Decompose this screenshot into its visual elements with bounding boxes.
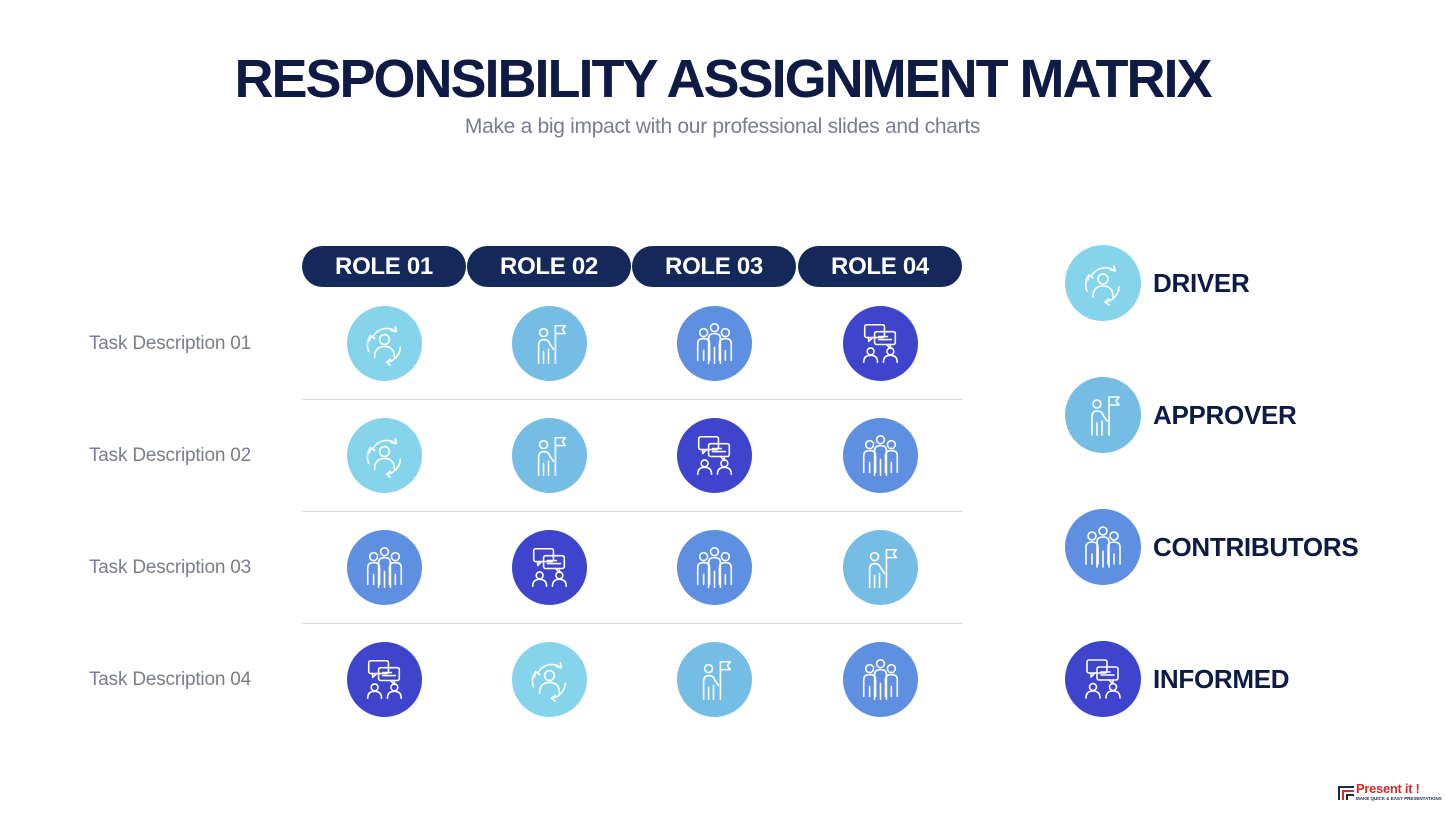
group-icon: [346, 529, 422, 605]
group-icon: [1065, 509, 1141, 585]
matrix-cell-approver: [842, 529, 918, 605]
task-label-3: Task Description 03: [89, 557, 251, 578]
task-label-4: Task Description 04: [89, 669, 251, 690]
matrix-cell-informed: [842, 305, 918, 381]
role-header-1: ROLE 01: [302, 246, 466, 287]
person-cycle-icon: [346, 417, 422, 493]
matrix-cell-driver: [346, 417, 422, 493]
person-cycle-icon: [346, 305, 422, 381]
role-header-4: ROLE 04: [798, 246, 962, 287]
brand-logo: Present it ! MAKE QUICK & EASY PRESENTAT…: [1338, 781, 1442, 805]
legend-label-approver: APPROVER: [1153, 400, 1297, 430]
page-title: RESPONSIBILITY ASSIGNMENT MATRIX: [234, 49, 1212, 109]
task-label-1: Task Description 01: [89, 333, 251, 354]
matrix-cell-contributors: [676, 305, 752, 381]
chat-people-icon: [676, 417, 752, 493]
row-divider: [302, 399, 963, 400]
legend-label-contributors: CONTRIBUTORS: [1153, 532, 1359, 562]
legend-icon-informed: [1065, 641, 1141, 717]
matrix-cell-contributors: [346, 529, 422, 605]
matrix-cell-contributors: [842, 417, 918, 493]
matrix-cell-approver: [511, 305, 587, 381]
legend-label-informed: INFORMED: [1153, 664, 1290, 694]
matrix-cell-approver: [511, 417, 587, 493]
person-flag-icon: [676, 641, 752, 717]
person-cycle-icon: [1065, 245, 1141, 321]
matrix-cell-contributors: [842, 641, 918, 717]
person-flag-icon: [842, 529, 918, 605]
matrix-cell-informed: [676, 417, 752, 493]
chat-people-icon: [346, 641, 422, 717]
matrix-cell-driver: [346, 305, 422, 381]
person-cycle-icon: [511, 641, 587, 717]
legend-icon-driver: [1065, 245, 1141, 321]
group-icon: [842, 417, 918, 493]
matrix-cell-informed: [511, 529, 587, 605]
legend-icon-contributors: [1065, 509, 1141, 585]
chat-people-icon: [842, 305, 918, 381]
group-icon: [676, 305, 752, 381]
chat-people-icon: [1065, 641, 1141, 717]
row-divider: [302, 623, 963, 624]
role-header-3: ROLE 03: [632, 246, 796, 287]
row-divider: [302, 511, 963, 512]
matrix-cell-driver: [511, 641, 587, 717]
page-subtitle: Make a big impact with our professional …: [464, 115, 981, 138]
person-flag-icon: [511, 305, 587, 381]
brand-name: Present it !: [1356, 781, 1420, 796]
group-icon: [676, 529, 752, 605]
matrix-cell-approver: [676, 641, 752, 717]
legend-icon-approver: [1065, 377, 1141, 453]
group-icon: [842, 641, 918, 717]
chat-people-icon: [511, 529, 587, 605]
person-flag-icon: [1065, 377, 1141, 453]
matrix-cell-contributors: [676, 529, 752, 605]
legend-label-driver: DRIVER: [1153, 268, 1250, 298]
logo-icon: [1338, 786, 1354, 800]
person-flag-icon: [511, 417, 587, 493]
brand-tagline: MAKE QUICK & EASY PRESENTATIONS: [1356, 796, 1442, 801]
task-label-2: Task Description 02: [89, 445, 251, 466]
matrix-cell-informed: [346, 641, 422, 717]
role-header-2: ROLE 02: [467, 246, 631, 287]
